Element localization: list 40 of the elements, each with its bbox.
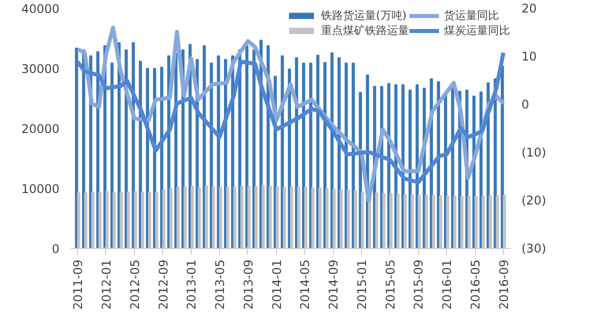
legend-label: 铁路货运量(万吨) [321,8,407,23]
x-tick-label: 2015-05 [383,260,398,310]
bar [494,78,497,248]
x-tick-label: 2012-05 [128,260,142,310]
x-tick-label: 2013-09 [241,260,256,310]
x-tick-label: 2016-01 [440,260,454,310]
x-tick-label: 2016-09 [496,260,511,310]
x-tick-label: 2014-01 [270,260,284,310]
y-tick-label: 30000 [21,62,60,76]
y-tick-label: 10000 [21,182,60,196]
y-tick-label: 0 [52,242,60,256]
y2-tick-label: (30) [522,242,546,256]
bar [352,62,355,248]
y-tick-label: 40000 [21,2,60,16]
x-tick-label: 2012-01 [99,260,114,310]
x-tick-label: 2014-05 [298,260,312,310]
legend-label: 货运量同比 [444,8,499,23]
bar [160,66,164,248]
x-tick-label: 2015-01 [354,260,369,310]
y2-tick-label: 0 [522,98,530,112]
x-tick-label: 2016-05 [468,260,483,310]
y2-tick-label: 10 [522,50,537,64]
x-tick-label: 2012-09 [156,260,170,310]
bar [344,62,348,248]
bar [202,45,206,248]
y-tick-label: 20000 [21,122,60,136]
bar [309,62,312,248]
legend-label: 重点煤矿铁路运量 [321,23,409,38]
line-series [76,50,506,184]
x-tick-label: 2013-05 [213,260,228,310]
y2-tick-label: (20) [522,194,546,208]
x-tick-label: 2013-01 [184,260,199,310]
legend-label: 煤炭运量同比 [444,23,510,38]
x-tick-label: 2015-09 [412,260,426,310]
bar [124,49,128,248]
x-tick-label: 2014-09 [326,260,341,310]
x-tick-label: 2011-09 [71,260,86,310]
y2-tick-label: (10) [522,146,546,160]
bar [387,83,390,248]
y2-tick-label: 20 [522,2,537,16]
